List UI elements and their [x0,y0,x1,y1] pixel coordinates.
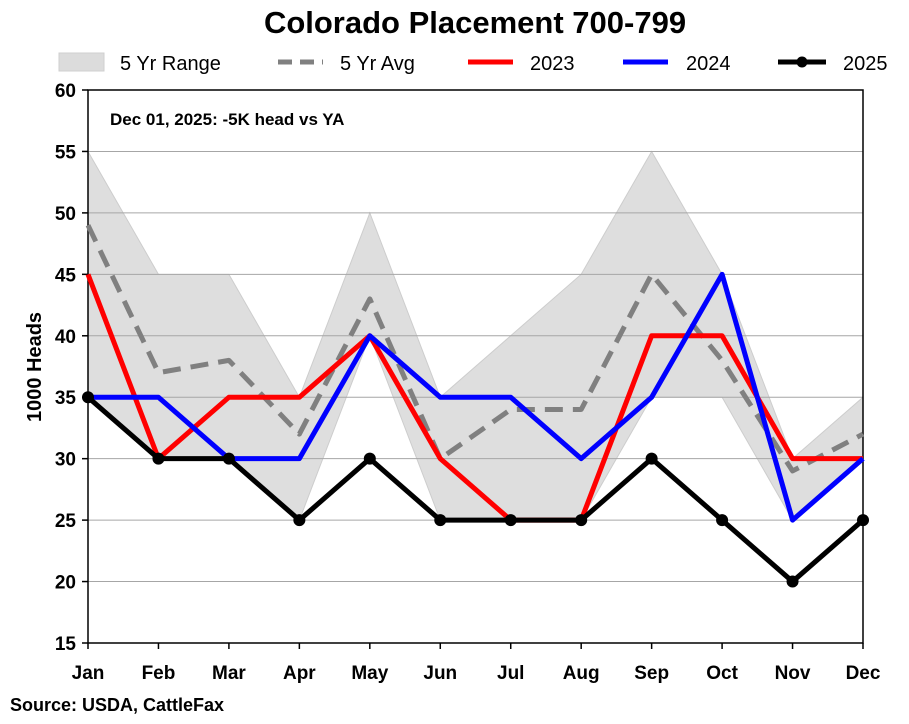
x-tick-label-mar: Mar [212,663,246,684]
legend-label-range: 5 Yr Range [120,53,221,75]
x-tick-label-jul: Jul [497,663,524,684]
legend-label-avg: 5 Yr Avg [340,53,415,75]
series-point-2025-dec [857,514,869,527]
y-tick-label-60: 60 [55,81,76,102]
x-tick-label-feb: Feb [142,663,176,684]
series-point-2025-may [363,452,376,465]
series-point-2025-jun [434,514,447,527]
x-tick-label-sep: Sep [634,663,669,684]
y-tick-label-20: 20 [55,573,76,594]
series-point-2025-jan [82,391,94,404]
y-tick-label-35: 35 [55,388,77,409]
series-line-2024 [88,271,865,523]
y-axis-label: 1000 Heads [24,312,46,422]
x-tick-label-nov: Nov [775,663,811,684]
y-tick-label-40: 40 [55,327,76,348]
x-tick-label-aug: Aug [563,663,600,684]
y-tick-label-15: 15 [55,634,77,655]
legend: 5 Yr Range 5 Yr Avg 2023 2024 2025 [58,52,888,75]
legend-marker-2025 [796,56,808,68]
x-tick-label-jan: Jan [72,663,105,684]
chart-title: Colorado Placement 700-799 [264,5,686,40]
y-tick-label-30: 30 [55,450,76,471]
legend-swatch-range [58,52,105,72]
series-point-2025-jul [504,514,517,527]
series-line-2025 [86,395,865,585]
series-line-5-yr-avg [85,224,865,474]
x-tick-label-dec: Dec [846,663,881,684]
chart-annotation: Dec 01, 2025: -5K head vs YA [110,110,344,129]
x-tick-label-apr: Apr [283,663,316,684]
series-line-2023 [85,273,863,523]
y-tick-label-45: 45 [55,265,77,286]
series-point-2025-nov [786,575,799,588]
x-tick-label-oct: Oct [706,663,738,684]
legend-label-2025: 2025 [843,53,888,75]
legend-label-2024: 2024 [686,53,731,75]
source-note: Source: USDA, CattleFax [10,695,224,715]
plot-frame [87,89,864,644]
x-tick-label-may: May [351,663,388,684]
y-tick-label-50: 50 [55,204,76,225]
series-point-2025-mar [222,452,235,465]
series-point-2025-sep [645,452,658,465]
plot-area: 15 20 25 30 35 40 45 50 55 60 Jan Feb Mar Apr May Jun Ju… [55,81,881,684]
series-point-2025-feb [152,452,165,465]
series-point-2025-apr [293,514,306,527]
series-point-2025-aug [575,514,588,527]
x-tick-label-jun: Jun [423,663,457,684]
series-point-2025-oct [716,514,729,527]
y-tick-label-25: 25 [55,511,77,532]
legend-label-2023: 2023 [530,53,575,75]
y-tick-label-55: 55 [55,142,77,163]
